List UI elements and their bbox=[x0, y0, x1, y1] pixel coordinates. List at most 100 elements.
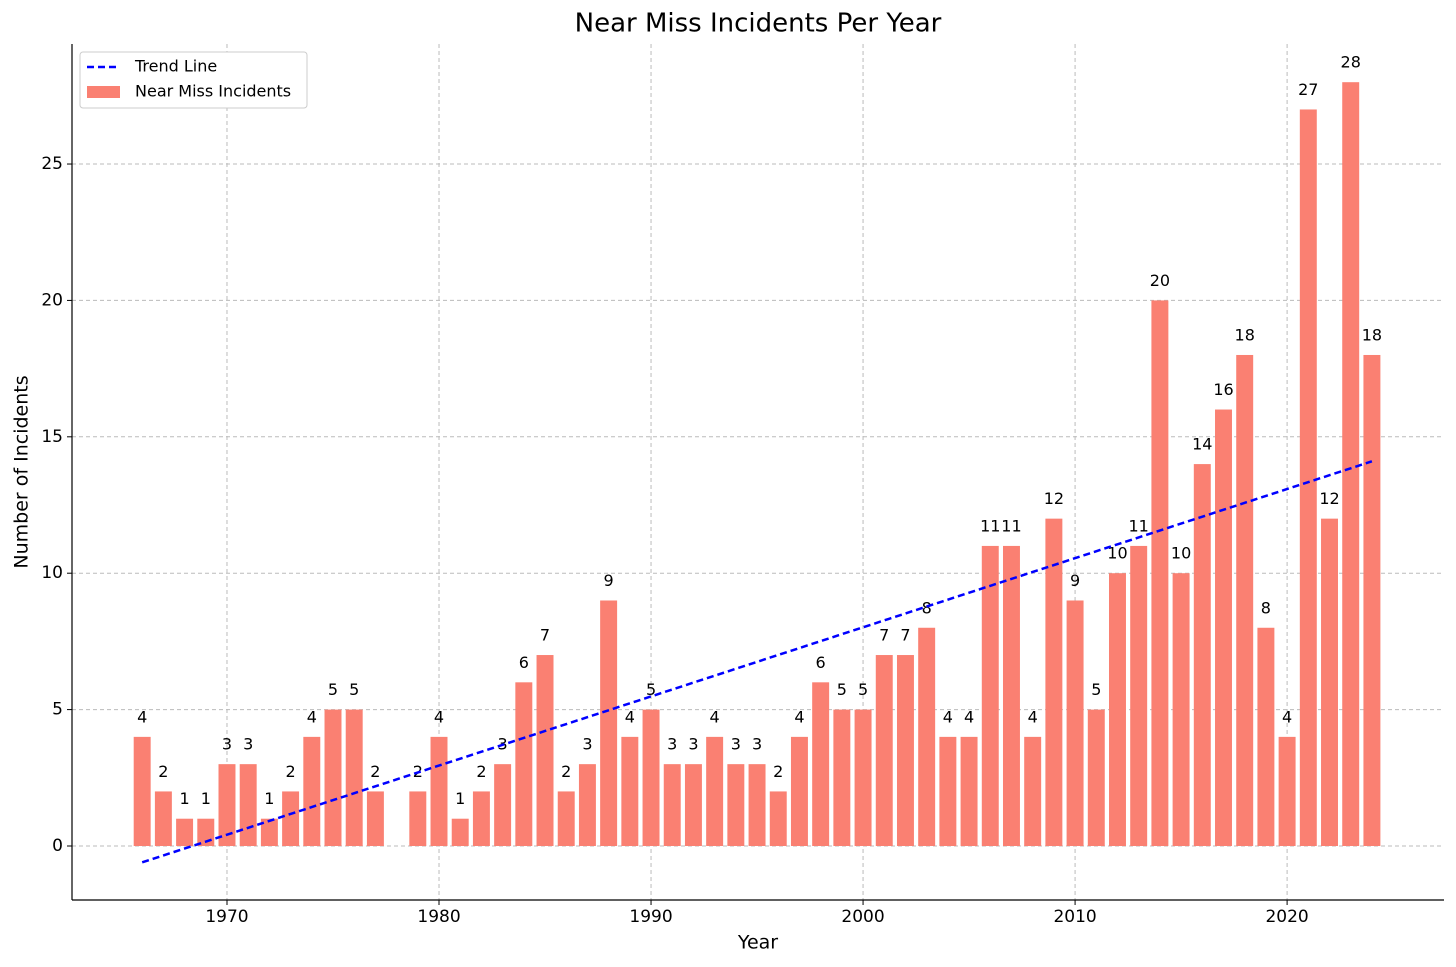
data-label: 16 bbox=[1213, 380, 1233, 399]
bar bbox=[1236, 354, 1254, 846]
y-axis-label: Number of Incidents bbox=[11, 375, 33, 568]
data-label: 9 bbox=[604, 571, 614, 590]
bar bbox=[642, 709, 660, 846]
data-label: 3 bbox=[731, 735, 741, 754]
x-tick-label: 2010 bbox=[1053, 907, 1096, 927]
bar bbox=[515, 682, 533, 846]
bar bbox=[1151, 300, 1169, 846]
data-label: 4 bbox=[943, 707, 953, 726]
data-label: 4 bbox=[964, 707, 974, 726]
bar bbox=[1045, 518, 1063, 846]
data-label: 7 bbox=[900, 626, 910, 645]
data-label: 20 bbox=[1150, 271, 1170, 290]
data-label: 11 bbox=[980, 516, 1000, 535]
x-tick-label: 1980 bbox=[417, 907, 460, 927]
data-label: 4 bbox=[794, 707, 804, 726]
bar bbox=[536, 655, 554, 846]
bar bbox=[1024, 736, 1042, 846]
bar bbox=[1193, 464, 1211, 846]
bar bbox=[748, 764, 766, 846]
bar bbox=[1299, 109, 1317, 846]
data-label: 3 bbox=[688, 735, 698, 754]
data-label: 18 bbox=[1362, 325, 1382, 344]
bar bbox=[409, 791, 427, 846]
bar bbox=[303, 736, 321, 846]
data-label: 14 bbox=[1192, 435, 1212, 454]
bar bbox=[472, 791, 490, 846]
data-label: 6 bbox=[816, 653, 826, 672]
bar bbox=[939, 736, 957, 846]
data-label: 9 bbox=[1070, 571, 1080, 590]
data-label: 4 bbox=[1282, 707, 1292, 726]
data-label: 2 bbox=[158, 762, 168, 781]
data-label: 3 bbox=[222, 735, 232, 754]
bar bbox=[663, 764, 681, 846]
legend-swatch bbox=[87, 86, 120, 98]
data-label: 3 bbox=[667, 735, 677, 754]
bar bbox=[494, 764, 512, 846]
bar bbox=[282, 791, 300, 846]
bar bbox=[578, 764, 596, 846]
data-label: 3 bbox=[243, 735, 253, 754]
bar bbox=[557, 791, 575, 846]
bar bbox=[960, 736, 978, 846]
data-label: 5 bbox=[1091, 680, 1101, 699]
data-label: 4 bbox=[434, 707, 444, 726]
data-label: 4 bbox=[307, 707, 317, 726]
bar bbox=[918, 627, 936, 846]
trend-line bbox=[141, 460, 1373, 864]
legend-label: Near Miss Incidents bbox=[135, 82, 291, 101]
bar bbox=[1002, 545, 1020, 846]
x-tick-label: 2000 bbox=[841, 907, 884, 927]
x-tick-label: 1970 bbox=[205, 907, 248, 927]
data-label: 7 bbox=[540, 626, 550, 645]
bar bbox=[621, 736, 639, 846]
data-label: 7 bbox=[879, 626, 889, 645]
data-label: 5 bbox=[837, 680, 847, 699]
data-label: 8 bbox=[922, 598, 932, 617]
data-label: 2 bbox=[773, 762, 783, 781]
y-tick-label: 25 bbox=[41, 154, 63, 174]
y-tick-label: 10 bbox=[41, 563, 63, 583]
data-label: 2 bbox=[370, 762, 380, 781]
data-label: 1 bbox=[201, 789, 211, 808]
bar bbox=[790, 736, 808, 846]
bar bbox=[1257, 627, 1275, 846]
bar bbox=[1172, 573, 1190, 846]
data-label: 5 bbox=[349, 680, 359, 699]
data-label: 3 bbox=[582, 735, 592, 754]
bar bbox=[366, 791, 384, 846]
y-tick-label: 5 bbox=[52, 700, 63, 720]
data-label: 27 bbox=[1298, 80, 1318, 99]
data-label: 18 bbox=[1235, 325, 1255, 344]
bar bbox=[706, 736, 724, 846]
bar bbox=[218, 764, 236, 846]
bar bbox=[1066, 600, 1084, 846]
data-label: 10 bbox=[1171, 544, 1191, 563]
data-label: 3 bbox=[752, 735, 762, 754]
data-label: 1 bbox=[455, 789, 465, 808]
data-label: 2 bbox=[561, 762, 571, 781]
data-label: 6 bbox=[519, 653, 529, 672]
bar bbox=[324, 709, 342, 846]
data-label: 4 bbox=[710, 707, 720, 726]
x-axis-label: Year bbox=[737, 932, 778, 954]
bar bbox=[133, 736, 151, 846]
bar bbox=[1342, 82, 1360, 846]
data-label: 11 bbox=[1129, 516, 1149, 535]
bar bbox=[239, 764, 257, 846]
bar bbox=[875, 655, 893, 846]
bar bbox=[1363, 354, 1381, 846]
bar bbox=[345, 709, 363, 846]
data-label: 1 bbox=[264, 789, 274, 808]
x-tick-label: 1990 bbox=[629, 907, 672, 927]
bar bbox=[176, 818, 194, 846]
data-label: 10 bbox=[1107, 544, 1127, 563]
data-label: 4 bbox=[137, 707, 147, 726]
data-label: 1 bbox=[179, 789, 189, 808]
legend-box bbox=[79, 51, 308, 109]
data-label: 8 bbox=[1261, 598, 1271, 617]
bar bbox=[1130, 545, 1148, 846]
bar bbox=[684, 764, 702, 846]
